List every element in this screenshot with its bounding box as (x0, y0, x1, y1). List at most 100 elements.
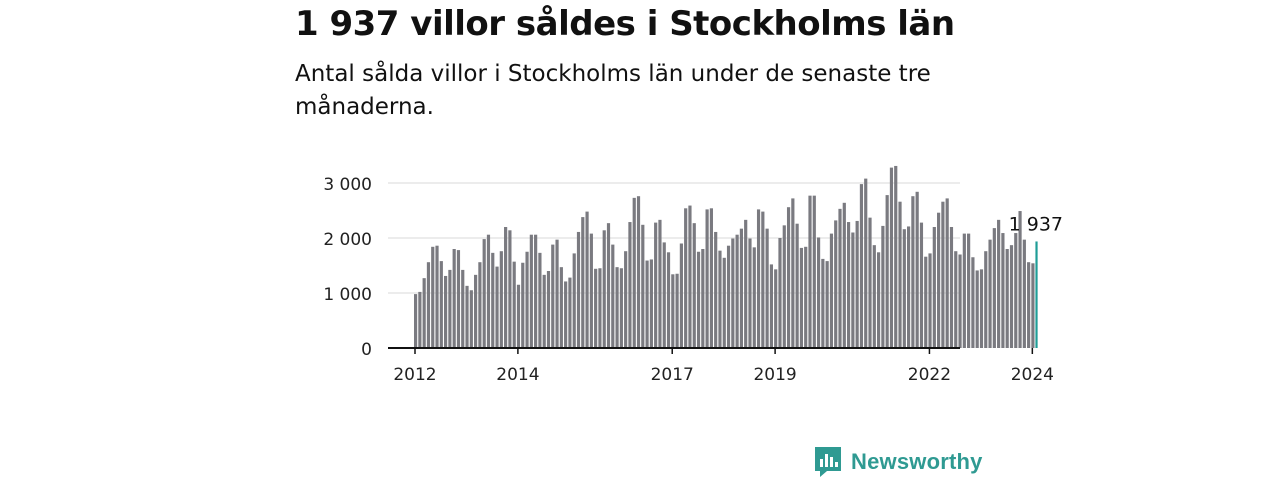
bar (649, 259, 653, 348)
bar (589, 233, 593, 348)
bar (696, 251, 701, 348)
bar (842, 202, 846, 348)
y-tick-label: 2 000 (323, 230, 372, 250)
bar (761, 211, 765, 348)
bar (855, 220, 859, 348)
page-subtitle: Antal sålda villor i Stockholms län unde… (295, 61, 931, 120)
bar (786, 207, 791, 348)
bar (516, 284, 521, 348)
bar (1005, 249, 1009, 348)
x-tick-label: 2014 (496, 365, 539, 385)
bar (504, 227, 508, 348)
bar (864, 178, 868, 348)
bar (782, 225, 786, 348)
highlight-bar (1035, 241, 1038, 348)
bar (499, 251, 503, 348)
bar (684, 208, 688, 348)
bar (602, 230, 606, 348)
bar (469, 290, 473, 348)
bar (949, 227, 954, 348)
bar (838, 208, 842, 348)
bar (465, 285, 469, 348)
bar (444, 275, 448, 348)
bar (958, 254, 962, 348)
bar (448, 269, 452, 348)
bar (435, 245, 439, 348)
bar (418, 291, 422, 348)
bar (868, 217, 872, 348)
bar (726, 245, 731, 348)
bar (894, 165, 898, 348)
bar (821, 258, 825, 348)
bar (431, 246, 435, 348)
bar (641, 224, 645, 348)
bar (731, 238, 735, 348)
bar (846, 222, 851, 348)
bar (962, 233, 966, 348)
bar (542, 274, 546, 348)
bar (937, 212, 941, 348)
bar (945, 198, 949, 348)
bar (1014, 233, 1018, 348)
bar (615, 267, 619, 348)
bar (645, 260, 649, 348)
bar (744, 219, 748, 348)
bar (919, 222, 924, 348)
bar (658, 219, 662, 348)
x-tick-label: 2019 (753, 365, 796, 385)
bar (765, 228, 769, 348)
bar (576, 231, 581, 348)
bar (915, 191, 919, 348)
bar (666, 252, 671, 348)
bar (954, 251, 958, 348)
bar (756, 209, 761, 348)
bar (606, 223, 611, 348)
bar (984, 251, 988, 348)
bar (774, 269, 778, 348)
bar (564, 281, 568, 348)
bar (662, 242, 666, 348)
bar (718, 250, 722, 348)
bar (881, 225, 885, 348)
x-tick-label: 2012 (393, 365, 436, 385)
bar (804, 246, 808, 348)
bar (478, 262, 482, 348)
bar (714, 231, 718, 348)
bar (594, 268, 598, 348)
bar (628, 222, 632, 348)
bar (624, 251, 628, 348)
bar (619, 268, 623, 348)
bar (572, 253, 576, 348)
bar (426, 262, 431, 348)
y-tick-label: 1 000 (323, 285, 372, 305)
bar (636, 196, 641, 348)
bar (688, 205, 692, 348)
bar (872, 245, 876, 348)
bar (701, 249, 705, 348)
bar (585, 211, 589, 348)
bar (422, 278, 426, 348)
bar (876, 252, 881, 348)
bar (414, 294, 418, 348)
bar (581, 217, 585, 348)
bar (1009, 245, 1014, 348)
bar (735, 234, 739, 348)
bar (825, 261, 829, 348)
bar (1022, 239, 1026, 348)
bar (611, 244, 615, 348)
bar (911, 196, 915, 348)
bar (461, 269, 465, 348)
bar (538, 252, 542, 348)
bar (508, 230, 512, 348)
bar (812, 195, 816, 348)
bar (456, 250, 461, 348)
bar (692, 223, 696, 348)
bar (739, 228, 743, 348)
bar (898, 201, 902, 348)
bar (885, 195, 889, 348)
bar (752, 247, 756, 348)
y-tick-label: 0 (361, 340, 372, 360)
bar (675, 273, 679, 348)
bar (975, 270, 979, 348)
